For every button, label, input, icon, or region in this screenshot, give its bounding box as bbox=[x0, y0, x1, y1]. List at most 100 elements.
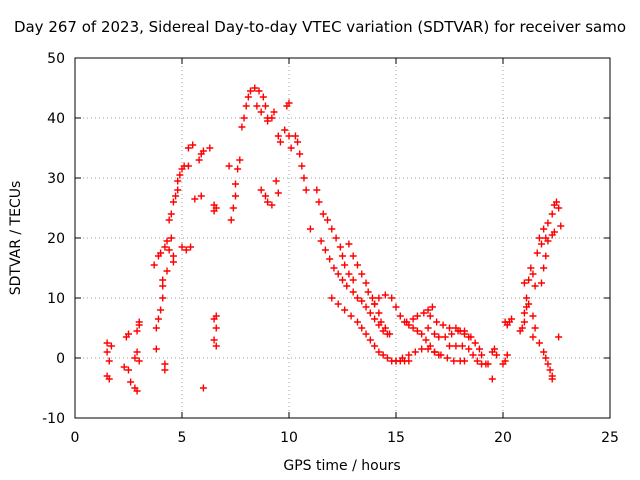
data-point bbox=[135, 318, 143, 326]
data-point bbox=[120, 363, 128, 371]
data-point bbox=[538, 240, 546, 248]
data-point bbox=[105, 357, 113, 365]
data-point bbox=[396, 312, 404, 320]
data-point bbox=[240, 114, 248, 122]
data-point bbox=[546, 366, 554, 374]
data-point bbox=[199, 384, 207, 392]
data-point bbox=[488, 375, 496, 383]
data-point bbox=[255, 87, 263, 95]
data-point bbox=[330, 264, 338, 272]
data-point bbox=[426, 312, 434, 320]
data-point bbox=[458, 342, 466, 350]
data-point bbox=[341, 306, 349, 314]
data-point bbox=[268, 201, 276, 209]
data-point bbox=[199, 147, 207, 155]
data-point bbox=[529, 312, 537, 320]
data-point bbox=[475, 345, 483, 353]
data-point bbox=[105, 375, 113, 383]
data-point bbox=[375, 294, 383, 302]
data-point bbox=[471, 339, 479, 347]
data-point bbox=[544, 360, 552, 368]
data-point bbox=[362, 303, 370, 311]
x-axis-label: GPS time / hours bbox=[283, 458, 400, 474]
data-point bbox=[182, 246, 190, 254]
data-point bbox=[326, 255, 334, 263]
data-point bbox=[371, 300, 379, 308]
data-point bbox=[287, 144, 295, 152]
data-point bbox=[246, 87, 254, 95]
data-point bbox=[161, 360, 169, 368]
data-point bbox=[257, 108, 265, 116]
data-point bbox=[525, 300, 533, 308]
data-point bbox=[236, 156, 244, 164]
data-point bbox=[450, 357, 458, 365]
data-point bbox=[381, 324, 389, 332]
data-point bbox=[418, 330, 426, 338]
x-tick-label: 15 bbox=[387, 430, 405, 446]
data-point bbox=[157, 249, 165, 257]
data-point bbox=[281, 126, 289, 134]
data-point bbox=[413, 327, 421, 335]
data-point bbox=[238, 123, 246, 131]
data-point bbox=[315, 198, 323, 206]
data-point bbox=[377, 318, 385, 326]
chart-title: Day 267 of 2023, Sidereal Day-to-day VTE… bbox=[13, 18, 627, 36]
data-point bbox=[229, 204, 237, 212]
data-point bbox=[172, 192, 180, 200]
axis-ticks: 0 5 10 15 20 25 -10 0 10 20 30 40 50 bbox=[42, 51, 619, 446]
data-point bbox=[441, 333, 449, 341]
data-point bbox=[531, 282, 539, 290]
data-point bbox=[159, 294, 167, 302]
data-point bbox=[542, 252, 550, 260]
data-point bbox=[446, 342, 453, 350]
data-point bbox=[103, 348, 111, 356]
data-point bbox=[298, 162, 306, 170]
data-point bbox=[169, 252, 177, 260]
data-point bbox=[294, 138, 302, 146]
data-point bbox=[163, 267, 171, 275]
data-point bbox=[490, 345, 498, 353]
data-point bbox=[465, 345, 473, 353]
data-point bbox=[313, 186, 321, 194]
data-point bbox=[383, 354, 391, 362]
data-point bbox=[306, 225, 314, 233]
data-point bbox=[392, 357, 400, 365]
data-point bbox=[529, 270, 537, 278]
data-point bbox=[353, 318, 361, 326]
data-point bbox=[362, 330, 370, 338]
grid bbox=[75, 58, 610, 418]
data-point bbox=[227, 216, 235, 224]
data-point bbox=[212, 324, 220, 332]
data-point bbox=[150, 261, 158, 269]
data-point bbox=[324, 216, 332, 224]
data-point bbox=[270, 108, 278, 116]
data-point bbox=[454, 327, 462, 335]
data-point bbox=[300, 174, 308, 182]
data-point bbox=[538, 279, 546, 287]
data-point bbox=[212, 342, 220, 350]
data-point bbox=[529, 333, 537, 341]
data-point bbox=[533, 249, 541, 257]
data-point bbox=[232, 192, 239, 200]
data-point bbox=[285, 99, 293, 107]
data-point bbox=[542, 354, 550, 362]
data-point bbox=[234, 165, 242, 173]
data-point bbox=[319, 210, 327, 218]
data-point bbox=[557, 222, 565, 230]
data-point bbox=[165, 216, 173, 224]
data-point bbox=[161, 243, 169, 251]
data-point bbox=[174, 177, 182, 185]
data-point bbox=[334, 270, 342, 278]
data-point bbox=[493, 351, 501, 359]
data-point bbox=[555, 333, 563, 341]
data-point bbox=[167, 234, 175, 242]
data-point bbox=[167, 210, 175, 218]
data-point bbox=[531, 324, 539, 332]
data-point bbox=[178, 243, 186, 251]
data-point bbox=[210, 336, 218, 344]
data-point bbox=[339, 276, 346, 284]
data-point bbox=[184, 162, 192, 170]
data-point bbox=[358, 270, 366, 278]
data-point bbox=[366, 309, 374, 317]
data-point bbox=[503, 351, 511, 359]
